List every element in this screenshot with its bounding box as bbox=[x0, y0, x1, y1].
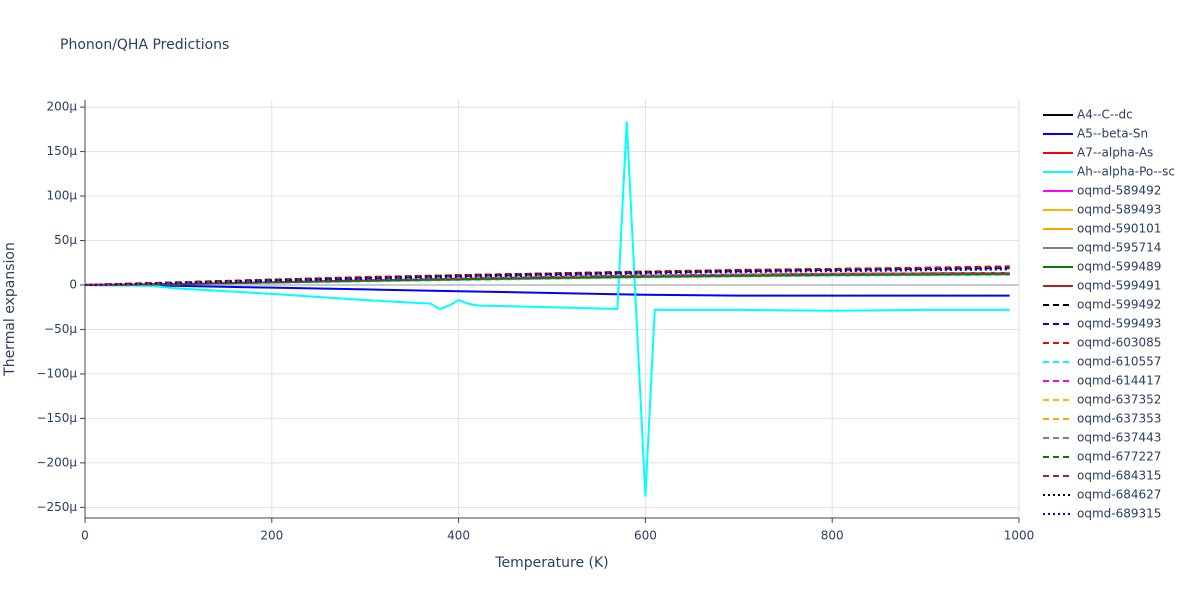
legend-label: oqmd-677227 bbox=[1077, 450, 1161, 464]
legend-label: oqmd-599491 bbox=[1077, 279, 1161, 293]
y-tick-label: −250μ bbox=[36, 500, 77, 514]
plot-area bbox=[85, 121, 1010, 497]
y-tick-label: −50μ bbox=[44, 322, 77, 336]
legend-label: oqmd-599493 bbox=[1077, 317, 1161, 331]
y-tick-label: 100μ bbox=[46, 189, 77, 203]
legend-label: oqmd-599489 bbox=[1077, 260, 1161, 274]
legend-label: oqmd-610557 bbox=[1077, 355, 1161, 369]
legend-label: Ah--alpha-Po--sc bbox=[1077, 165, 1175, 179]
series-line bbox=[85, 283, 1010, 297]
y-tick-label: −100μ bbox=[36, 366, 77, 380]
legend-label: A5--beta-Sn bbox=[1077, 127, 1148, 141]
y-tick-label: 50μ bbox=[54, 233, 77, 247]
x-axis-title: Temperature (K) bbox=[494, 555, 608, 571]
legend-label: oqmd-599492 bbox=[1077, 298, 1161, 312]
legend-label: A7--alpha-As bbox=[1077, 146, 1153, 160]
legend-label: oqmd-589492 bbox=[1077, 184, 1161, 198]
legend: A4--C--dc A5--beta-Sn A7--alpha-As Ah--alph… bbox=[1043, 108, 1175, 521]
y-tick-label: −150μ bbox=[36, 411, 77, 425]
legend-label: oqmd-684315 bbox=[1077, 469, 1161, 483]
legend-label: oqmd-589493 bbox=[1077, 203, 1161, 217]
y-tick-label: 0 bbox=[69, 277, 77, 291]
series-line bbox=[85, 268, 1010, 286]
x-tick-label: 0 bbox=[81, 529, 89, 543]
legend-label: oqmd-595714 bbox=[1077, 241, 1161, 255]
x-tick-label: 800 bbox=[821, 529, 844, 543]
series-line bbox=[85, 272, 1010, 286]
x-tick-label: 200 bbox=[260, 529, 283, 543]
series-line bbox=[85, 121, 1010, 497]
y-axis-title: Thermal expansion bbox=[2, 242, 18, 377]
legend-label: oqmd-614417 bbox=[1077, 374, 1161, 388]
y-tick-label: 200μ bbox=[46, 100, 77, 114]
y-tick-label: 150μ bbox=[46, 144, 77, 158]
x-tick-label: 400 bbox=[447, 529, 470, 543]
legend-label: oqmd-684627 bbox=[1077, 488, 1161, 502]
legend-label: oqmd-590101 bbox=[1077, 222, 1161, 236]
legend-label: oqmd-637353 bbox=[1077, 412, 1161, 426]
x-tick-label: 600 bbox=[634, 529, 657, 543]
grid bbox=[84, 100, 1020, 518]
legend-label: oqmd-637443 bbox=[1077, 431, 1161, 445]
legend-label: A4--C--dc bbox=[1077, 108, 1133, 122]
y-tick-label: −200μ bbox=[36, 455, 77, 469]
legend-label: oqmd-637352 bbox=[1077, 393, 1161, 407]
axes: 0 200 400 600 800 1000 200μ 150μ 100μ 50μ 0 −50μ −10… bbox=[36, 100, 1034, 543]
chart-title: Phonon/QHA Predictions bbox=[60, 37, 229, 53]
x-tick-label: 1000 bbox=[1004, 529, 1035, 543]
legend-label: oqmd-603085 bbox=[1077, 336, 1161, 350]
legend-label: oqmd-689315 bbox=[1077, 507, 1161, 521]
